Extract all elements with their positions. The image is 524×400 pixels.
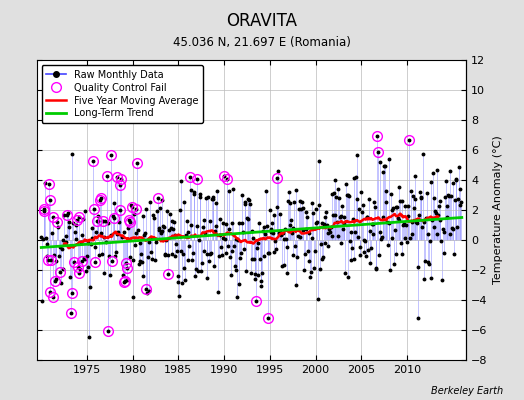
Text: 45.036 N, 21.697 E (Romania): 45.036 N, 21.697 E (Romania) xyxy=(173,36,351,49)
Text: Berkeley Earth: Berkeley Earth xyxy=(431,386,503,396)
Legend: Raw Monthly Data, Quality Control Fail, Five Year Moving Average, Long-Term Tren: Raw Monthly Data, Quality Control Fail, … xyxy=(41,65,203,123)
Text: ORAVITA: ORAVITA xyxy=(226,12,298,30)
Y-axis label: Temperature Anomaly (°C): Temperature Anomaly (°C) xyxy=(493,136,503,284)
